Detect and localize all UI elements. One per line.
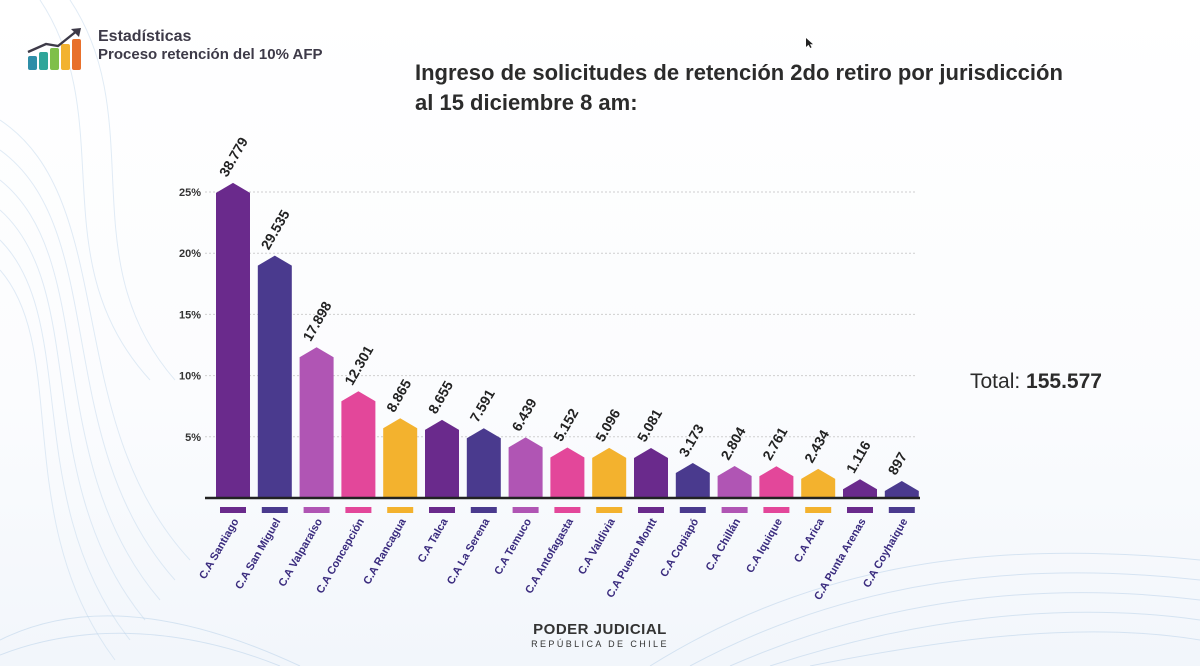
legend-swatch bbox=[679, 507, 706, 513]
x-tick-label: C.A Valparaíso bbox=[276, 516, 325, 589]
data-label: 17.898 bbox=[299, 298, 334, 343]
mouse-cursor-icon bbox=[806, 38, 813, 48]
x-tick-label: C.A Talca bbox=[416, 516, 451, 565]
legend-swatch bbox=[847, 507, 873, 513]
data-label: 2.761 bbox=[759, 424, 790, 463]
bar bbox=[383, 418, 418, 498]
bar bbox=[717, 465, 752, 498]
data-label: 8.655 bbox=[425, 378, 456, 417]
bar bbox=[216, 182, 250, 498]
y-tick-label: 5% bbox=[185, 432, 201, 444]
bar bbox=[299, 347, 334, 498]
footer-logo: PODER JUDICIAL REPÚBLICA DE CHILE bbox=[0, 621, 1200, 649]
y-tick-label: 10% bbox=[179, 371, 201, 383]
data-label: 2.434 bbox=[801, 427, 832, 466]
total-label: Total: bbox=[970, 370, 1021, 393]
legend-swatch bbox=[303, 507, 330, 513]
brand-block: Estadísticas Proceso retención del 10% A… bbox=[98, 28, 323, 64]
legend-swatch bbox=[721, 507, 748, 513]
legend-swatch bbox=[220, 507, 246, 513]
y-tick-label: 25% bbox=[179, 187, 201, 199]
bar bbox=[592, 447, 627, 498]
x-tick-label: C.A Arica bbox=[792, 516, 827, 565]
legend-swatch bbox=[554, 507, 581, 513]
bar bbox=[257, 255, 292, 498]
data-label: 3.173 bbox=[676, 421, 707, 460]
data-label: 29.535 bbox=[258, 207, 293, 252]
data-label: 5.152 bbox=[550, 405, 581, 444]
x-tick-label: C.A Chillán bbox=[704, 516, 744, 573]
title-line-2: al 15 diciembre 8 am: bbox=[415, 90, 638, 116]
data-label: 1.116 bbox=[843, 438, 874, 476]
data-label: 5.081 bbox=[634, 406, 665, 445]
x-tick-label: C.A Santiago bbox=[197, 516, 242, 581]
x-tick-label: C.A San Miguel bbox=[233, 517, 283, 592]
bar bbox=[759, 466, 794, 498]
legend-swatch bbox=[596, 507, 623, 513]
x-tick-label: C.A Temuco bbox=[492, 516, 534, 577]
bar bbox=[843, 479, 877, 498]
data-label: 8.865 bbox=[383, 376, 414, 415]
data-label: 12.301 bbox=[341, 342, 376, 387]
bar bbox=[634, 448, 668, 498]
legend-swatch bbox=[638, 507, 664, 513]
statistics-logo-icon bbox=[27, 28, 81, 70]
x-tick-label: C.A Rancagua bbox=[361, 516, 409, 587]
title-line-1: Ingreso de solicitudes de retención 2do … bbox=[415, 60, 1063, 85]
legend-swatch bbox=[470, 507, 497, 513]
x-tick-label: C.A La Serena bbox=[445, 516, 493, 587]
data-label: 38.779 bbox=[216, 134, 251, 179]
x-tick-label: C.A Valdivia bbox=[576, 516, 618, 577]
brand-subtitle: Proceso retención del 10% AFP bbox=[98, 46, 323, 64]
legend-swatch bbox=[387, 507, 414, 513]
bar bbox=[466, 428, 501, 498]
data-label: 6.439 bbox=[508, 395, 539, 434]
data-label: 897 bbox=[885, 449, 911, 477]
total-summary: Total: 155.577 bbox=[970, 370, 1102, 394]
data-label: 5.096 bbox=[592, 406, 623, 445]
brand-title: Estadísticas bbox=[98, 28, 192, 45]
x-tick-label: C.A Iquique bbox=[744, 517, 785, 576]
legend-swatch bbox=[888, 507, 915, 513]
footer-subtitle: REPÚBLICA DE CHILE bbox=[531, 639, 669, 649]
data-label: 2.804 bbox=[717, 424, 748, 463]
legend-swatch bbox=[429, 507, 455, 513]
bar bbox=[801, 468, 836, 498]
bar bbox=[550, 447, 585, 498]
x-tick-label: C.A Antofagasta bbox=[523, 516, 576, 596]
y-tick-label: 15% bbox=[179, 309, 201, 321]
bar bbox=[425, 419, 459, 498]
bar bbox=[675, 463, 710, 498]
legend-swatch bbox=[345, 507, 372, 513]
legend-swatch bbox=[261, 507, 288, 513]
bar bbox=[341, 391, 376, 498]
y-tick-label: 20% bbox=[179, 248, 201, 260]
total-value: 155.577 bbox=[1026, 370, 1102, 393]
x-tick-label: C.A Concepción bbox=[314, 516, 367, 595]
data-label: 7.591 bbox=[467, 386, 498, 425]
x-tick-label: C.A Coyhaique bbox=[861, 517, 910, 590]
bar bbox=[884, 480, 919, 498]
bar bbox=[508, 437, 543, 498]
footer-title: PODER JUDICIAL bbox=[533, 621, 667, 638]
legend-swatch bbox=[805, 507, 832, 513]
page-title: Ingreso de solicitudes de retención 2do … bbox=[415, 58, 1135, 119]
x-tick-label: C.A Copiapó bbox=[658, 516, 701, 579]
legend-swatch bbox=[763, 507, 790, 513]
legend-swatch bbox=[512, 507, 539, 513]
